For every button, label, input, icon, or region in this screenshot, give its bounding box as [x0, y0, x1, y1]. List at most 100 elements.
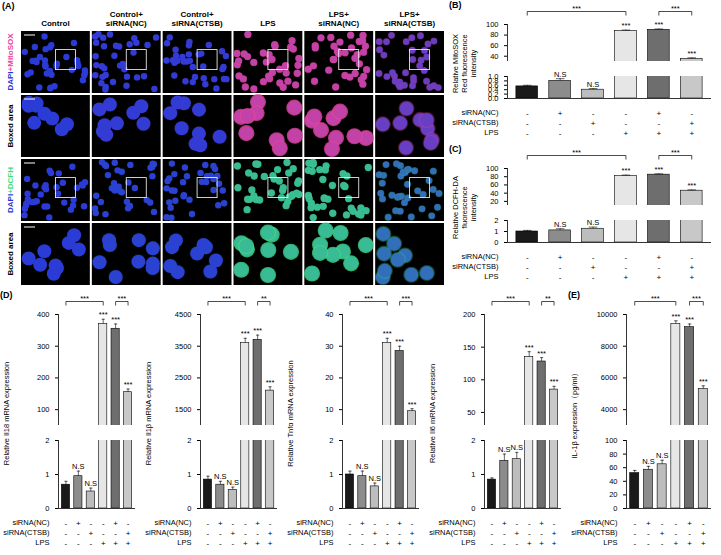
svg-text:***: *** [401, 294, 410, 303]
svg-text:-: - [386, 519, 389, 528]
svg-text:***: *** [550, 377, 559, 386]
svg-text:+: + [689, 129, 694, 138]
svg-text:300: 300 [37, 342, 50, 351]
svg-text:siRNA(NC): siRNA(NC) [106, 19, 147, 28]
svg-text:+: + [660, 529, 665, 538]
svg-text:-: - [491, 539, 494, 548]
svg-text:+: + [268, 539, 273, 548]
svg-text:LPS: LPS [461, 538, 475, 547]
svg-text:-: - [526, 273, 529, 282]
svg-text:-: - [515, 539, 518, 548]
svg-text:siRNA(CTSB): siRNA(CTSB) [452, 118, 499, 127]
svg-text:2: 2 [471, 436, 475, 445]
svg-text:-: - [244, 529, 247, 538]
svg-text:60: 60 [490, 41, 498, 50]
svg-text:***: *** [124, 380, 133, 389]
svg-text:-: - [231, 539, 234, 548]
svg-text:N.S: N.S [369, 474, 382, 483]
svg-text:+: + [674, 539, 679, 548]
svg-text:1: 1 [329, 470, 333, 479]
svg-text:0: 0 [494, 238, 498, 247]
svg-text:-: - [690, 253, 693, 262]
svg-text:+: + [689, 273, 694, 282]
svg-text:-: - [592, 253, 595, 262]
svg-text:N.S: N.S [656, 451, 669, 460]
svg-text:+: + [558, 109, 563, 118]
svg-text:+: + [268, 529, 273, 538]
svg-text:-: - [207, 529, 210, 538]
svg-text:LPS+: LPS+ [399, 10, 420, 19]
svg-text:-: - [661, 539, 664, 548]
svg-text:40: 40 [609, 477, 617, 486]
svg-text:-: - [526, 263, 529, 272]
svg-text:6000: 6000 [601, 373, 618, 382]
svg-text:+: + [218, 519, 223, 528]
svg-text:0: 0 [613, 504, 617, 513]
svg-text:3500: 3500 [175, 342, 192, 351]
svg-text:N.S: N.S [587, 80, 600, 89]
svg-text:100: 100 [486, 164, 499, 173]
svg-text:N.S: N.S [72, 462, 85, 471]
svg-text:siRNA(CTSB): siRNA(CTSB) [571, 528, 618, 537]
svg-text:***: *** [622, 21, 631, 30]
svg-text:-: - [592, 109, 595, 118]
svg-text:-: - [411, 519, 414, 528]
svg-text:-: - [528, 519, 531, 528]
svg-text:-: - [231, 519, 234, 528]
svg-text:LPS: LPS [319, 538, 333, 547]
svg-text:***: *** [687, 181, 696, 190]
svg-text:+: + [255, 519, 260, 528]
svg-text:40: 40 [490, 52, 498, 61]
svg-text:N.S: N.S [511, 443, 524, 452]
svg-text:-: - [65, 539, 68, 548]
svg-text:-: - [675, 529, 678, 538]
svg-text:***: *** [383, 329, 392, 338]
svg-text:LPS: LPS [260, 19, 276, 28]
svg-text:+: + [76, 519, 81, 528]
svg-text:-: - [515, 519, 518, 528]
svg-text:1: 1 [494, 227, 498, 236]
svg-text:4000: 4000 [601, 405, 618, 414]
svg-text:+: + [126, 539, 131, 548]
svg-text:100: 100 [605, 436, 618, 445]
svg-text:-: - [207, 539, 210, 548]
svg-text:+: + [624, 129, 629, 138]
svg-text:10000: 10000 [597, 310, 618, 319]
svg-text:+: + [255, 539, 260, 548]
svg-text:N.S: N.S [356, 462, 369, 471]
svg-text:1: 1 [471, 470, 475, 479]
svg-text:Relative Il6 mRNA expression: Relative Il6 mRNA expression [428, 364, 437, 463]
svg-text:(A): (A) [2, 1, 15, 11]
svg-text:N.S: N.S [498, 445, 511, 454]
svg-text:100: 100 [463, 375, 476, 384]
svg-text:IL-1β expression（pg/ml）: IL-1β expression（pg/ml） [570, 369, 579, 459]
svg-text:40: 40 [490, 189, 498, 198]
svg-text:80: 80 [609, 450, 617, 459]
svg-text:+: + [385, 539, 390, 548]
svg-text:0: 0 [187, 504, 191, 513]
svg-text:***: *** [111, 315, 120, 324]
svg-text:siRNA(CTSB): siRNA(CTSB) [172, 19, 223, 28]
svg-text:-: - [633, 519, 636, 528]
svg-text:***: *** [622, 166, 631, 175]
svg-text:-: - [361, 539, 364, 548]
svg-text:+: + [410, 529, 415, 538]
svg-text:+: + [527, 539, 532, 548]
svg-text:200: 200 [37, 373, 50, 382]
svg-text:-: - [89, 519, 92, 528]
svg-text:0: 0 [471, 504, 475, 513]
svg-text:50: 50 [467, 408, 475, 417]
svg-text:***: *** [671, 4, 680, 13]
svg-text:-: - [77, 529, 80, 538]
svg-text:siRNA(CTSB): siRNA(CTSB) [452, 262, 499, 271]
svg-text:LPS: LPS [35, 538, 49, 547]
svg-text:N.S: N.S [587, 218, 600, 227]
svg-text:-: - [127, 519, 130, 528]
svg-text:-: - [625, 253, 628, 262]
svg-text:4500: 4500 [175, 310, 192, 319]
svg-text:-: - [491, 519, 494, 528]
svg-text:-: - [361, 529, 364, 538]
svg-text:0: 0 [45, 504, 49, 513]
svg-text:60: 60 [490, 180, 498, 189]
svg-text:+: + [397, 539, 402, 548]
